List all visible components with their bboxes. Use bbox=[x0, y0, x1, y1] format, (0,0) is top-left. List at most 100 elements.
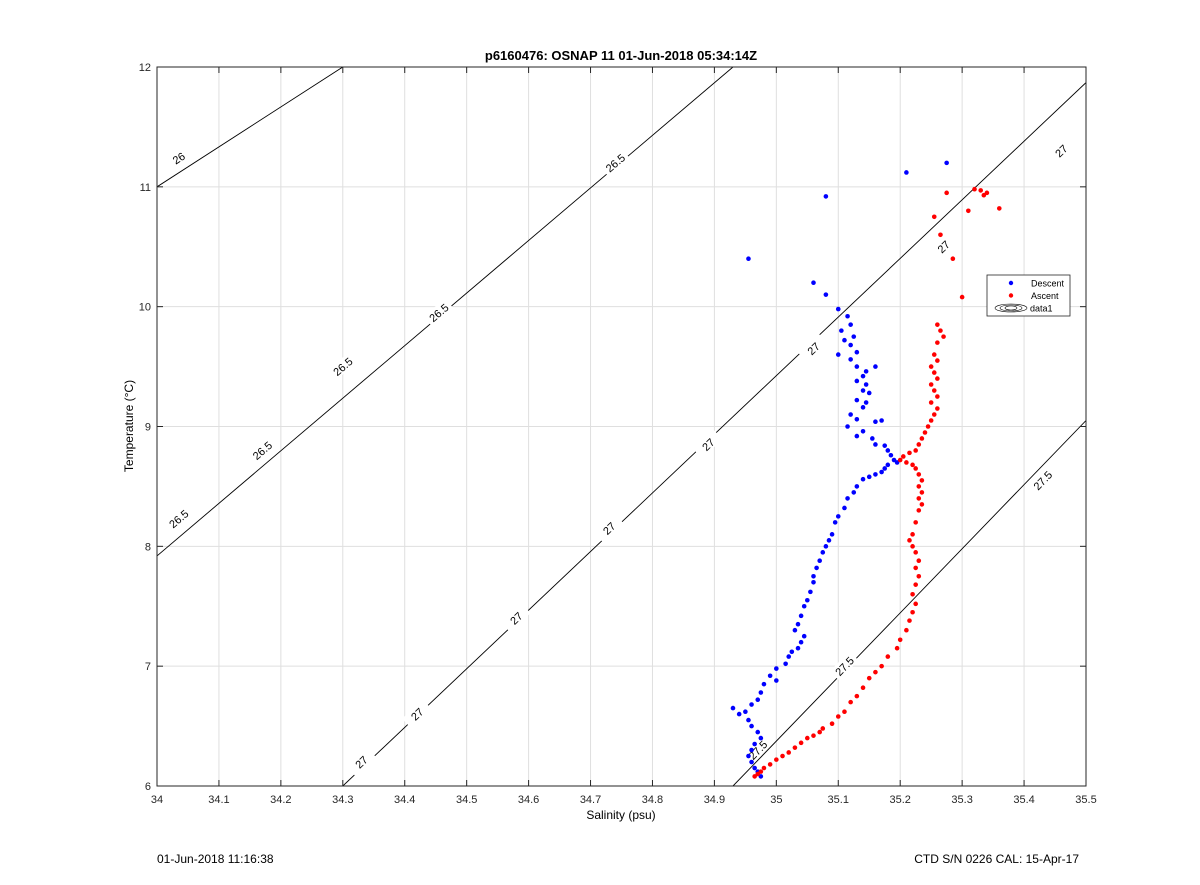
data-point bbox=[916, 558, 922, 564]
data-point bbox=[761, 765, 767, 771]
data-point bbox=[894, 460, 900, 465]
legend-label-ascent: Ascent bbox=[1031, 291, 1059, 301]
data-point bbox=[842, 505, 847, 511]
data-point bbox=[938, 328, 943, 333]
contour-label-bg bbox=[423, 298, 454, 327]
data-point bbox=[935, 406, 940, 411]
data-point bbox=[811, 280, 816, 286]
data-point bbox=[885, 448, 891, 453]
footer-timestamp: 01-Jun-2018 11:16:38 bbox=[157, 852, 274, 866]
data-point bbox=[805, 597, 810, 603]
series-descent bbox=[730, 160, 949, 779]
contour-label-bg bbox=[1046, 136, 1076, 165]
data-point bbox=[746, 753, 751, 759]
data-point bbox=[848, 357, 853, 362]
data-point bbox=[798, 613, 804, 619]
data-point bbox=[922, 430, 928, 435]
data-point bbox=[786, 654, 792, 659]
data-point bbox=[931, 352, 937, 357]
data-point bbox=[928, 382, 934, 387]
data-point bbox=[897, 457, 903, 463]
data-point bbox=[829, 721, 835, 726]
data-point bbox=[758, 690, 764, 695]
data-point bbox=[935, 340, 940, 345]
x-tick-label: 34.7 bbox=[580, 794, 601, 806]
contour-label: 27 bbox=[346, 747, 376, 777]
y-tick-label: 12 bbox=[139, 62, 151, 74]
data-point bbox=[866, 474, 872, 480]
data-point bbox=[919, 502, 925, 507]
data-point bbox=[873, 419, 878, 425]
legend: Descent Ascent data1 bbox=[986, 274, 1071, 317]
data-point bbox=[795, 621, 801, 627]
data-point bbox=[823, 544, 829, 549]
data-point bbox=[854, 484, 860, 489]
data-point bbox=[860, 373, 866, 379]
data-point bbox=[978, 188, 984, 193]
x-tick-label: 34.6 bbox=[518, 794, 539, 806]
data-point bbox=[848, 322, 853, 327]
data-point bbox=[789, 649, 795, 655]
y-tick-label: 9 bbox=[145, 422, 151, 434]
data-point bbox=[910, 462, 915, 468]
y-tick-label: 10 bbox=[139, 302, 151, 314]
x-axis-label: Salinity (psu) bbox=[586, 808, 655, 822]
legend-contour-ring bbox=[999, 304, 1023, 312]
data-point bbox=[925, 424, 931, 429]
legend-contour-ring bbox=[994, 303, 1028, 313]
data-point bbox=[888, 452, 894, 458]
data-point bbox=[832, 520, 838, 525]
data-point bbox=[758, 735, 764, 741]
data-point bbox=[854, 417, 860, 422]
data-point bbox=[749, 723, 754, 729]
data-point bbox=[795, 645, 801, 651]
legend-contour-ring bbox=[1004, 305, 1018, 311]
data-point bbox=[919, 436, 925, 441]
data-point bbox=[882, 443, 888, 448]
contour-label: 27 bbox=[402, 699, 432, 729]
contour-label-bg bbox=[163, 504, 194, 533]
data-point bbox=[873, 669, 878, 675]
contour-label: 27 bbox=[501, 603, 531, 633]
contour-label: 26 bbox=[163, 144, 194, 171]
data-point bbox=[767, 762, 773, 767]
density-contours: 2626.526.526.526.526.5272727272727272727… bbox=[157, 67, 1086, 786]
data-point bbox=[792, 627, 798, 633]
data-point bbox=[950, 256, 956, 262]
data-point bbox=[882, 466, 888, 471]
data-point bbox=[860, 476, 866, 482]
contour-label-bg bbox=[798, 333, 828, 363]
data-point bbox=[916, 508, 922, 513]
data-point bbox=[913, 601, 918, 607]
data-point bbox=[907, 538, 912, 543]
x-tick-label: 34.2 bbox=[270, 794, 291, 806]
data-point bbox=[848, 342, 853, 348]
data-point bbox=[928, 364, 934, 369]
x-tick-label: 35.1 bbox=[828, 794, 849, 806]
x-tick-label: 34.4 bbox=[394, 794, 415, 806]
data-point bbox=[913, 448, 918, 453]
legend-label-data1: data1 bbox=[1030, 304, 1053, 314]
data-point bbox=[916, 496, 922, 501]
data-point bbox=[736, 711, 742, 717]
data-point bbox=[854, 364, 860, 369]
contour-label-bg bbox=[594, 513, 624, 543]
data-point bbox=[863, 369, 869, 374]
data-point bbox=[746, 256, 751, 262]
data-point bbox=[910, 609, 915, 615]
data-point bbox=[801, 633, 807, 639]
data-point bbox=[944, 190, 949, 196]
data-point bbox=[860, 685, 866, 691]
data-point bbox=[835, 352, 841, 357]
data-point bbox=[935, 358, 940, 363]
contour-label: 27.5 bbox=[1027, 465, 1057, 495]
data-point bbox=[891, 457, 897, 463]
data-point bbox=[774, 757, 779, 762]
data-point bbox=[817, 558, 822, 564]
data-point bbox=[938, 232, 943, 238]
data-point bbox=[996, 206, 1002, 211]
data-point bbox=[910, 591, 915, 597]
x-tick-label: 34.8 bbox=[642, 794, 663, 806]
data-point bbox=[845, 313, 850, 319]
x-tick-label: 35.5 bbox=[1075, 794, 1096, 806]
